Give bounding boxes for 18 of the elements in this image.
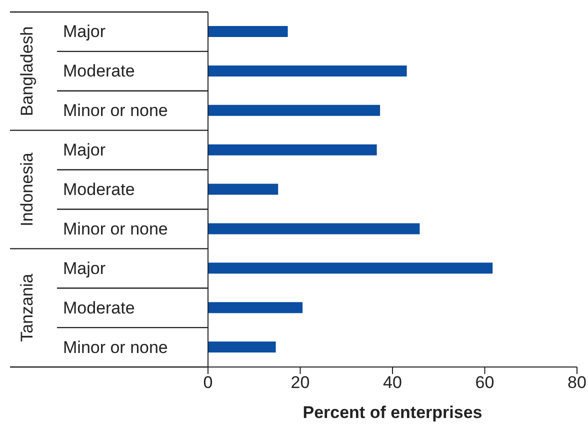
x-tick-label: 60: [475, 373, 494, 392]
y-tick-label: Major: [63, 22, 106, 42]
text: Indonesia: [18, 152, 36, 226]
y-tick-label: Moderate: [63, 180, 135, 199]
x-tick-label: 80: [568, 373, 586, 392]
x-axis-title: Percent of enterprises: [302, 403, 482, 422]
y-tick-label: Minor or none: [63, 338, 168, 357]
y-tick-label: Minor or none: [63, 219, 168, 238]
x-tick-label: 0: [203, 373, 213, 392]
x-tick-label: 40: [383, 373, 402, 392]
text: Tanzania: [18, 273, 36, 342]
y-tick-label: Major: [63, 258, 106, 278]
y-tick-label: Moderate: [63, 62, 135, 81]
y-tick-label: Major: [63, 140, 106, 160]
text: Bangladesh: [18, 26, 36, 116]
x-tick-label: 20: [290, 373, 310, 392]
y-tick-label: Minor or none: [63, 101, 168, 120]
y-tick-label: Moderate: [63, 298, 135, 318]
